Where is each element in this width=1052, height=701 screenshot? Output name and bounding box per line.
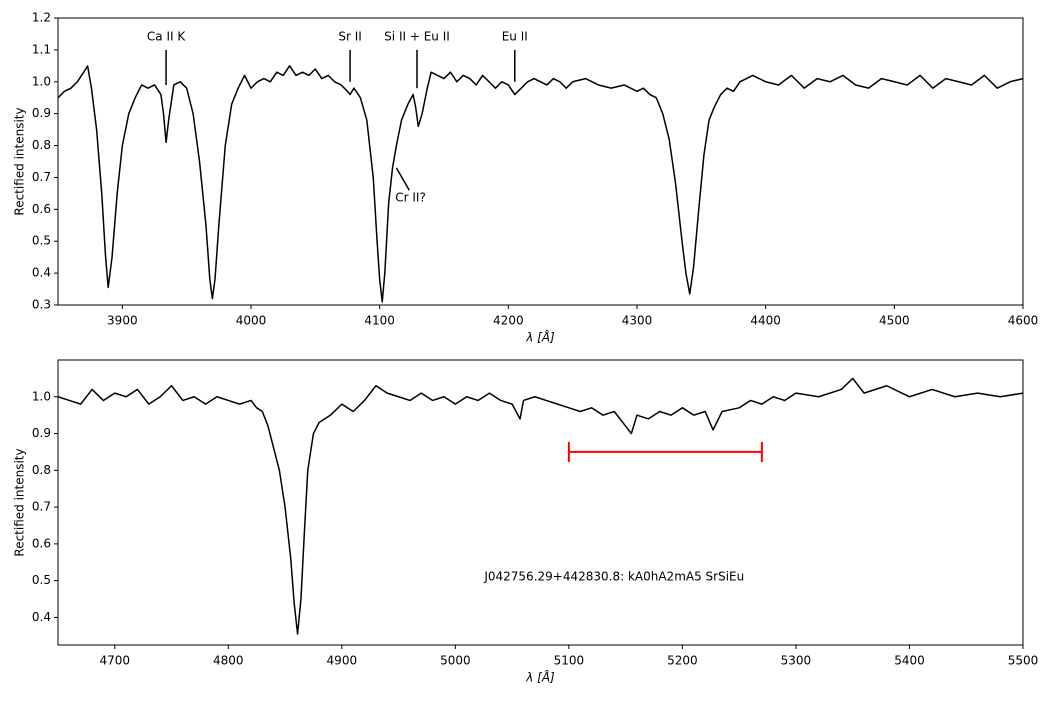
annotation: Cr II?	[395, 191, 426, 205]
x-tick-label: 5400	[894, 654, 925, 668]
y-tick-label: 0.5	[32, 234, 51, 248]
spectrum-line	[57, 377, 1024, 635]
y-tick-label: 0.8	[32, 138, 51, 152]
y-tick-label: 0.6	[32, 536, 51, 550]
x-tick-label: 4600	[1008, 314, 1039, 328]
y-tick-label: 1.1	[32, 42, 51, 56]
annotation: Eu II	[502, 30, 528, 44]
x-tick-label: 4400	[750, 314, 781, 328]
x-tick-label: 5500	[1008, 654, 1039, 668]
x-axis-label: λ [Å]	[525, 670, 555, 685]
x-tick-label: 4700	[99, 654, 130, 668]
axes-frame	[57, 17, 1024, 306]
annotation: Sr II	[338, 30, 361, 44]
y-tick-label: 0.9	[32, 106, 51, 120]
x-tick-label: 5100	[554, 654, 585, 668]
x-tick-label: 4500	[879, 314, 910, 328]
annotation-line	[395, 167, 410, 191]
x-tick-label: 4100	[364, 314, 395, 328]
x-tick-label: 4300	[622, 314, 653, 328]
y-tick-label: 0.6	[32, 202, 51, 216]
y-tick-label: 0.4	[32, 610, 51, 624]
y-axis-label: Rectified intensity	[13, 107, 27, 215]
x-tick-label: 3900	[107, 314, 138, 328]
x-tick-label: 4900	[327, 654, 358, 668]
x-tick-label: 4000	[236, 314, 267, 328]
y-axis-label: Rectified intensity	[13, 448, 27, 556]
y-tick-label: 1.0	[32, 389, 51, 403]
y-tick-label: 0.9	[32, 426, 51, 440]
spectrum-line	[57, 65, 1024, 303]
x-tick-label: 5000	[440, 654, 471, 668]
axes-frame	[57, 359, 1024, 646]
y-tick-label: 0.4	[32, 266, 51, 280]
x-tick-label: 4800	[213, 654, 244, 668]
y-tick-label: 0.5	[32, 573, 51, 587]
x-tick-label: 4200	[493, 314, 524, 328]
y-tick-label: 1.0	[32, 74, 51, 88]
annotation: Si II + Eu II	[384, 30, 450, 44]
y-tick-label: 0.7	[32, 500, 51, 514]
annotation: Ca II K	[147, 30, 186, 44]
x-axis-label: λ [Å]	[525, 330, 555, 345]
x-tick-label: 5300	[781, 654, 812, 668]
x-tick-label: 5200	[667, 654, 698, 668]
annotation: J042756.29+442830.8: kA0hA2mA5 SrSiEu	[483, 569, 744, 583]
y-tick-label: 1.2	[32, 11, 51, 25]
y-tick-label: 0.7	[32, 170, 51, 184]
y-tick-label: 0.3	[32, 298, 51, 312]
y-tick-label: 0.8	[32, 463, 51, 477]
